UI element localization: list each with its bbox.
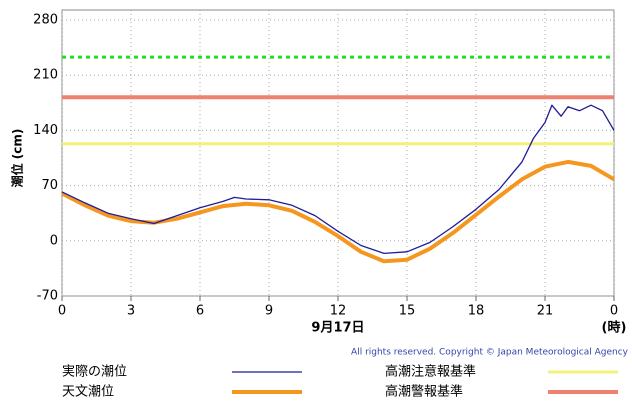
y-tick-label: 140 <box>33 123 58 138</box>
plot-area <box>61 9 615 297</box>
y-tick-label: 70 <box>41 178 58 193</box>
x-tick-label: 15 <box>399 304 416 319</box>
legend-label: 天文潮位 <box>62 385 114 400</box>
y-tick-label: 0 <box>50 233 58 248</box>
x-tick-label: 0 <box>58 304 66 319</box>
y-tick-label: 280 <box>33 13 58 28</box>
x-tick-label: 21 <box>537 304 554 319</box>
legend-label: 高潮注意報基準 <box>385 364 476 380</box>
y-axis-label: 潮位 (cm) <box>10 129 25 188</box>
y-tick-label: -70 <box>37 289 58 304</box>
series-line <box>61 159 616 264</box>
x-tick-label: 3 <box>127 304 135 319</box>
legend-label: 高潮警報基準 <box>385 384 463 400</box>
x-tick-label: 18 <box>468 304 485 319</box>
legend-label: 実際の潮位 <box>62 364 127 380</box>
x-tick-label: 12 <box>330 304 347 319</box>
x-tick-label: 0 <box>610 304 618 319</box>
series-line <box>61 104 615 255</box>
copyright: All rights reserved. Copyright © Japan M… <box>351 348 629 358</box>
y-tick-label: 210 <box>33 68 58 83</box>
x-axis-label: 9月17日 <box>311 321 364 336</box>
x-tick-label: 9 <box>265 304 273 319</box>
x-tick-label: 6 <box>196 304 204 319</box>
x-unit: (時) <box>602 320 627 336</box>
